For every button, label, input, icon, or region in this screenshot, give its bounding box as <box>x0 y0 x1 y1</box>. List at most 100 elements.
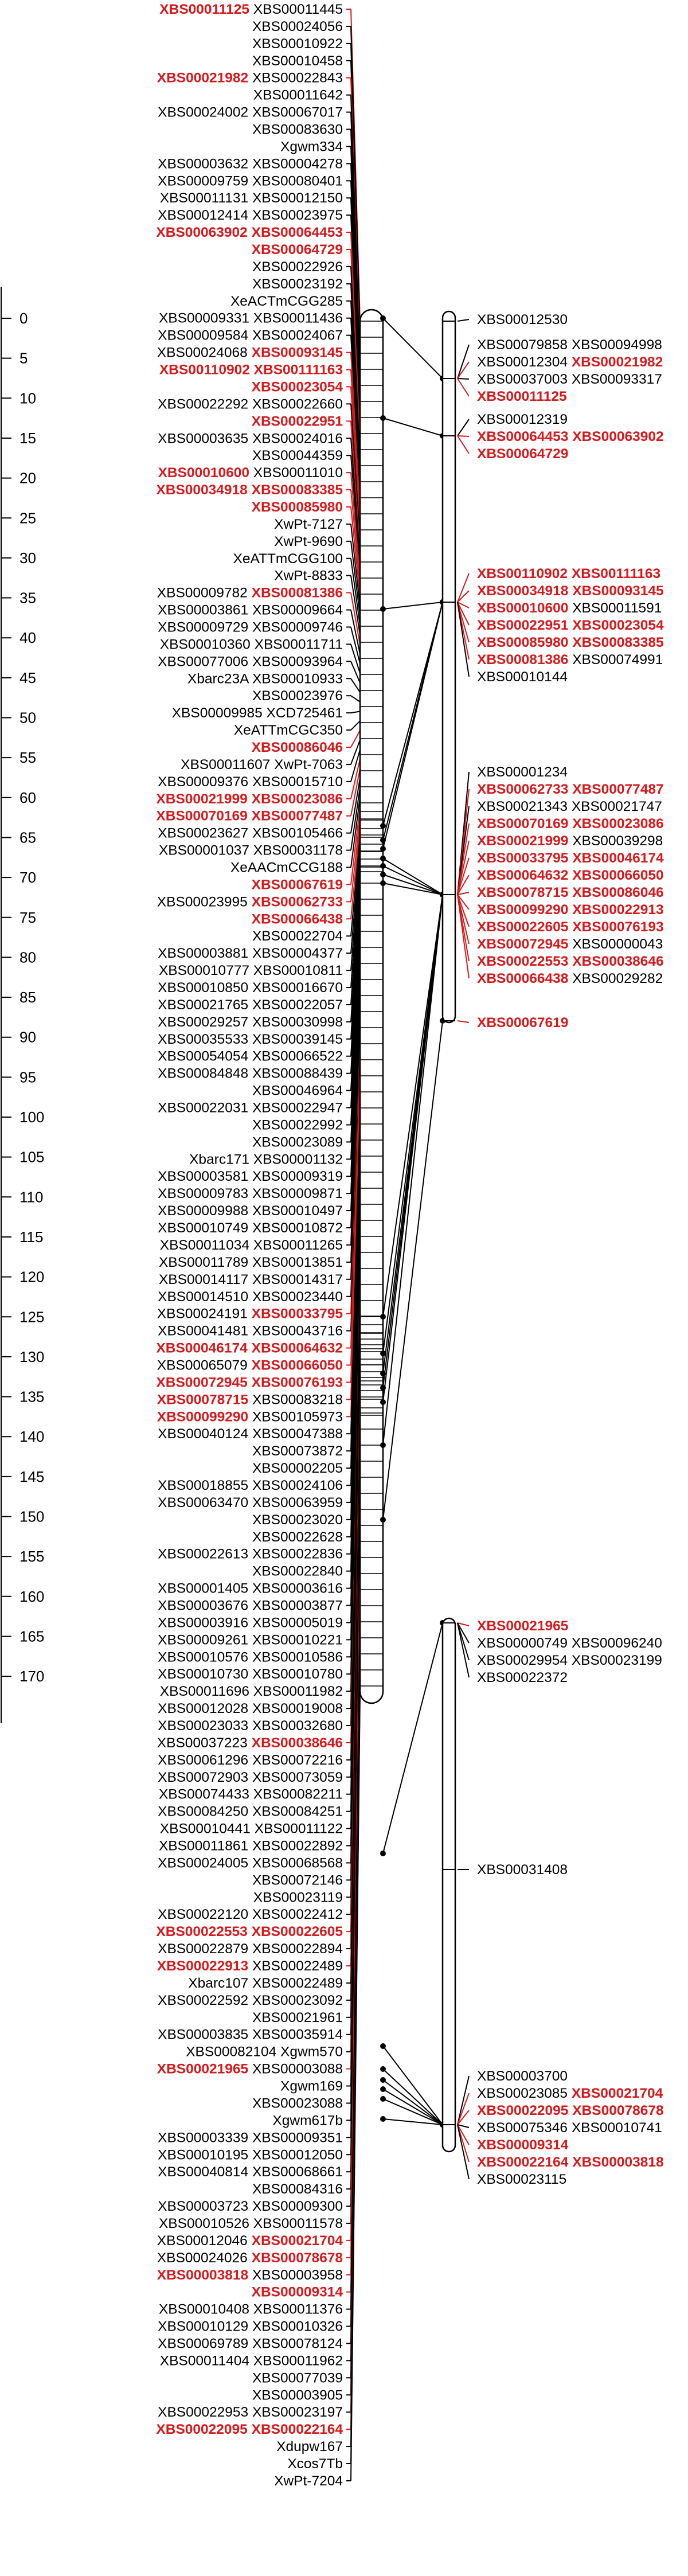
scale-tick-label: 50 <box>19 709 36 727</box>
cross-connector <box>382 865 443 895</box>
left-connector <box>350 524 361 607</box>
cross-connector <box>382 2118 443 2125</box>
left-marker-row: XBS00022840 <box>252 1564 343 1579</box>
marker-label: XBS00023092 <box>248 1993 343 2008</box>
marker-label: XBS00016670 <box>248 980 343 996</box>
marker-label: XBS00010221 <box>248 1632 343 1648</box>
marker-label: XBS00011578 <box>249 2216 343 2231</box>
marker-label: XBS00009664 <box>248 603 343 618</box>
marker-label: XBS00011696 <box>160 1684 249 1699</box>
left-marker-row: XBS00009584 XBS00024067 <box>158 328 343 344</box>
right-marker-row: XBS00022095 XBS00078678 <box>477 2103 664 2118</box>
left-marker-row: XBS00009729 XBS00009746 <box>158 619 343 635</box>
scale-tick-label: 155 <box>19 1548 44 1565</box>
right-marker-row: XBS00022553 XBS00038646 <box>477 954 664 969</box>
marker-label: XBS00010600 <box>477 600 568 616</box>
left-marker-row: XBS00003676 XBS00003877 <box>158 1598 343 1613</box>
cross-connector <box>382 2068 443 2125</box>
marker-label: XBS00047388 <box>248 1426 343 1442</box>
marker-label: XBS00099290 <box>157 1409 248 1424</box>
left-marker-row: XBS00003632 XBS00004278 <box>158 156 343 171</box>
marker-label: XBS00023054 <box>252 379 343 395</box>
marker-label: XBS00062733 <box>477 782 568 797</box>
left-marker-row: XBS00009759 XBS00080401 <box>158 173 343 189</box>
marker-label: XBS00011607 <box>181 757 270 772</box>
cross-connector <box>382 2079 443 2125</box>
marker-label: XBS00009351 <box>248 2130 343 2145</box>
left-marker-row: XBS00010441 XBS00011122 <box>160 1821 343 1837</box>
scale-tick-label: 30 <box>19 549 36 567</box>
marker-label: XBS00003635 <box>158 431 248 446</box>
marker-label: XBS00094998 <box>568 337 662 353</box>
marker-label: XBS00003339 <box>158 2130 248 2145</box>
marker-label: XBS00022894 <box>248 1941 343 1957</box>
left-connector <box>350 778 361 833</box>
marker-label: XBS00041481 <box>158 1324 248 1339</box>
marker-label: XBS00022292 <box>158 396 248 412</box>
scale-tick-label: 60 <box>19 789 36 806</box>
left-connector <box>350 352 361 512</box>
right-connector <box>457 2124 470 2128</box>
left-marker-row: XBS00086046 <box>252 740 343 755</box>
marker-label: XBS00022879 <box>158 1941 248 1957</box>
left-marker-row: XBS00011131 XBS00012150 <box>160 190 343 206</box>
marker-label: XBS00105466 <box>248 826 343 841</box>
right-marker-row: XBS00033795 XBS00046174 <box>477 850 664 866</box>
left-marker-row: XwPt-8833 <box>274 568 343 584</box>
right-marker-row: XBS00022951 XBS00023054 <box>477 618 664 633</box>
marker-label: XBS00067619 <box>477 1015 568 1031</box>
marker-label: XBS00011642 <box>253 88 343 103</box>
left-marker-row: XBS00023995 XBS00062733 <box>157 894 343 910</box>
left-connector <box>350 720 361 731</box>
left-connector <box>350 678 361 693</box>
marker-label: XBS00003616 <box>248 1581 343 1597</box>
marker-label: Xgwm570 <box>276 2044 343 2060</box>
cross-connector <box>382 602 443 826</box>
marker-label: XBS00010780 <box>248 1666 343 1682</box>
right-marker-row: XBS00022372 <box>477 1670 568 1685</box>
right-marker-row: XBS00066438 XBS00029282 <box>477 971 663 986</box>
marker-label: XBS00011591 <box>568 600 662 616</box>
marker-label: XBS00105973 <box>248 1409 343 1424</box>
marker-label: XBS00083630 <box>252 122 343 138</box>
cross-connector-dot <box>380 2077 386 2083</box>
left-connector <box>350 610 361 655</box>
marker-label: XBS00009782 <box>157 586 248 601</box>
left-marker-row: XBS00010408 XBS00011376 <box>159 2302 343 2317</box>
left-connector <box>350 506 361 598</box>
left-marker-row: XBS00022031 XBS00022947 <box>158 1100 343 1116</box>
marker-label: XBS00012046 <box>157 2233 248 2249</box>
marker-label: XBS00078678 <box>248 2250 343 2266</box>
left-marker-row: XBS00001405 XBS00003616 <box>158 1581 343 1597</box>
marker-label: XeATTmCGC350 <box>234 723 343 738</box>
marker-label: XBS00068568 <box>248 1855 343 1871</box>
marker-label: XBS00024056 <box>252 19 343 34</box>
left-marker-row: XBS00009376 XBS00015710 <box>158 774 343 790</box>
left-marker-row: XBS00003916 XBS00005019 <box>158 1615 343 1630</box>
marker-label: XBS00022947 <box>248 1100 343 1116</box>
marker-label: XBS00010730 <box>158 1666 248 1682</box>
right-marker-row: XBS00012530 <box>477 312 568 327</box>
marker-label: XBS00022605 <box>248 1924 343 1939</box>
scale-tick-label: 40 <box>19 629 36 646</box>
marker-label: XBS00074991 <box>568 652 663 668</box>
marker-label: XBS00018855 <box>158 1478 248 1493</box>
left-connector-lines <box>350 9 361 2481</box>
cross-connector <box>382 1020 443 1520</box>
left-marker-row: XBS00023119 <box>253 1890 343 1905</box>
marker-label: XBS00011861 <box>159 1839 248 1854</box>
marker-label: XBS00029954 <box>477 1653 568 1668</box>
marker-label: XBS00023089 <box>252 1134 343 1150</box>
scale-tick-label: 35 <box>19 590 36 607</box>
marker-label: XBS00022953 <box>158 2405 248 2420</box>
left-marker-row: XBS00065079 XBS00066050 <box>157 1357 343 1373</box>
marker-label: XBS00037003 <box>477 372 568 387</box>
left-connector <box>350 768 361 816</box>
marker-label: XBS00022120 <box>158 1907 248 1922</box>
marker-label: XBS00086046 <box>568 885 663 900</box>
left-marker-row: XBS00003881 XBS00004377 <box>158 946 343 961</box>
scale-tick-label: 25 <box>19 509 36 526</box>
left-marker-row: XBS00010600 XBS00011010 <box>158 465 343 481</box>
left-marker-row: XBS00063902 XBS00064453 <box>156 225 343 240</box>
scale-tick-label: 125 <box>19 1308 44 1325</box>
